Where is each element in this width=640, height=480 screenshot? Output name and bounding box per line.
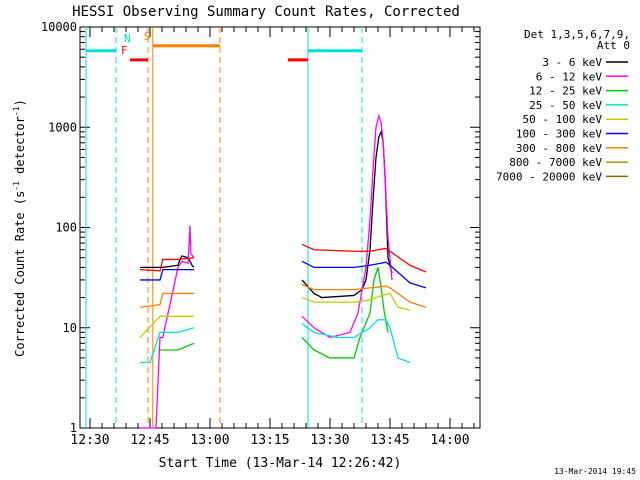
series-line [139, 315, 194, 338]
series-line [301, 283, 427, 308]
series-line [301, 319, 411, 364]
x-tick-label: 13:15 [250, 433, 289, 448]
legend-entry-label: 12 - 25 keV [529, 85, 602, 98]
legend-entry-label: 100 - 300 keV [516, 128, 602, 141]
x-tick-label: 13:30 [310, 433, 349, 448]
x-tick-label: 14:00 [430, 433, 469, 448]
series-line [301, 260, 427, 289]
series-line [140, 255, 195, 269]
x-tick-label: 12:45 [130, 433, 169, 448]
x-tick-label: 13:45 [370, 433, 409, 448]
legend-entry-label: 800 - 7000 keV [509, 156, 602, 169]
y-tick-label: 1000 [48, 120, 77, 134]
plot-frame [79, 26, 481, 429]
y-axis-label: Corrected Count Rate (s-1 detector-1) [12, 99, 27, 357]
flag-label: S [144, 30, 151, 43]
x-axis-label: Start Time (13-Mar-14 12:26:42) [159, 456, 402, 471]
plot-area: 1 10 100 1000 10000 12:30 12:45 13:00 13:15 13:30… [41, 20, 481, 448]
series-line [301, 267, 389, 359]
y-tick-label: 1 [70, 421, 77, 435]
chart-title: HESSI Observing Summary Count Rates, Cor… [72, 4, 460, 20]
legend-entry-label: 25 - 50 keV [529, 99, 602, 112]
series-line-red [301, 243, 427, 273]
series-line [140, 225, 195, 429]
footer-date: 13-Mar-2014 19:45 [554, 467, 636, 476]
series-line [301, 292, 411, 311]
x-tick-label: 12:30 [70, 433, 109, 448]
series-line [301, 113, 393, 339]
series-line [160, 342, 195, 351]
series-line-red [139, 257, 195, 272]
flag-label: F [121, 44, 128, 57]
legend-entry-label: 7000 - 20000 keV [496, 170, 602, 183]
series-line [140, 268, 194, 281]
legend-header: Det 1,3,5,6,7,9, [524, 28, 630, 41]
legend-entry-label: 300 - 800 keV [516, 142, 602, 155]
series-line [140, 327, 195, 364]
legend-header: Att 0 [597, 39, 630, 52]
legend-entry-label: 3 - 6 keV [542, 56, 602, 69]
legend-entry-label: 6 - 12 keV [536, 70, 603, 83]
x-tick-label: 13:00 [190, 433, 229, 448]
series-line [139, 292, 194, 308]
y-tick-label: 100 [55, 221, 77, 235]
y-tick-label: 10 [63, 321, 77, 335]
flag-label: N [124, 32, 131, 45]
legend-entry-label: 50 - 100 keV [523, 113, 603, 126]
y-tick-label: 10000 [41, 20, 77, 34]
